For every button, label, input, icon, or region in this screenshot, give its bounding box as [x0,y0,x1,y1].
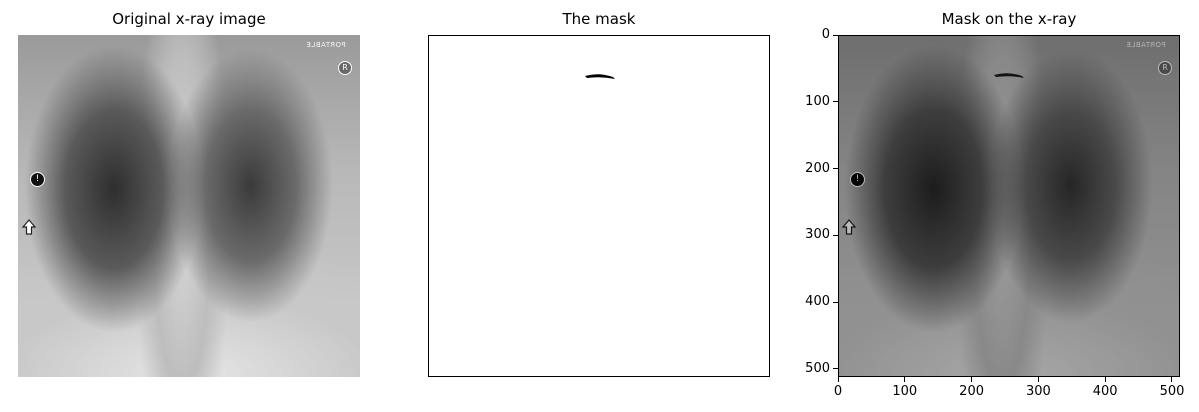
x-tick-label: 0 [818,384,858,399]
mask-overlay-image: PORTABLE R ! [838,35,1180,377]
mask-overlay-region [838,35,1180,377]
x-tick-label: 100 [885,384,925,399]
x-tick-label: 200 [952,384,992,399]
y-tick-label: 100 [805,94,830,109]
x-tick [838,377,839,382]
panel-title-mask: The mask [428,10,770,28]
r-marker: R [338,61,352,75]
mask-region [429,36,770,377]
arrow-up-icon [22,219,36,235]
y-tick [833,168,838,169]
portable-label: PORTABLE [306,41,346,49]
panel-title-original: Original x-ray image [18,10,360,28]
y-tick-label: 500 [805,361,830,376]
y-tick [833,235,838,236]
y-tick-label: 300 [805,227,830,242]
original-xray-image: PORTABLE R ! [18,35,360,377]
x-tick-label: 300 [1018,384,1058,399]
ecg-marker: ! [30,172,45,187]
x-tick [1038,377,1039,382]
x-tick-label: 500 [1152,384,1192,399]
x-tick [971,377,972,382]
y-tick-label: 0 [822,27,830,42]
mask-image [428,35,770,377]
y-tick [833,368,838,369]
x-tick [1171,377,1172,382]
y-tick [833,101,838,102]
x-tick [1105,377,1106,382]
x-tick [904,377,905,382]
panel-title-overlay: Mask on the x-ray [838,10,1180,28]
x-tick-label: 400 [1085,384,1125,399]
y-tick-label: 200 [805,161,830,176]
y-tick-label: 400 [805,294,830,309]
y-tick [833,35,838,36]
y-tick [833,302,838,303]
